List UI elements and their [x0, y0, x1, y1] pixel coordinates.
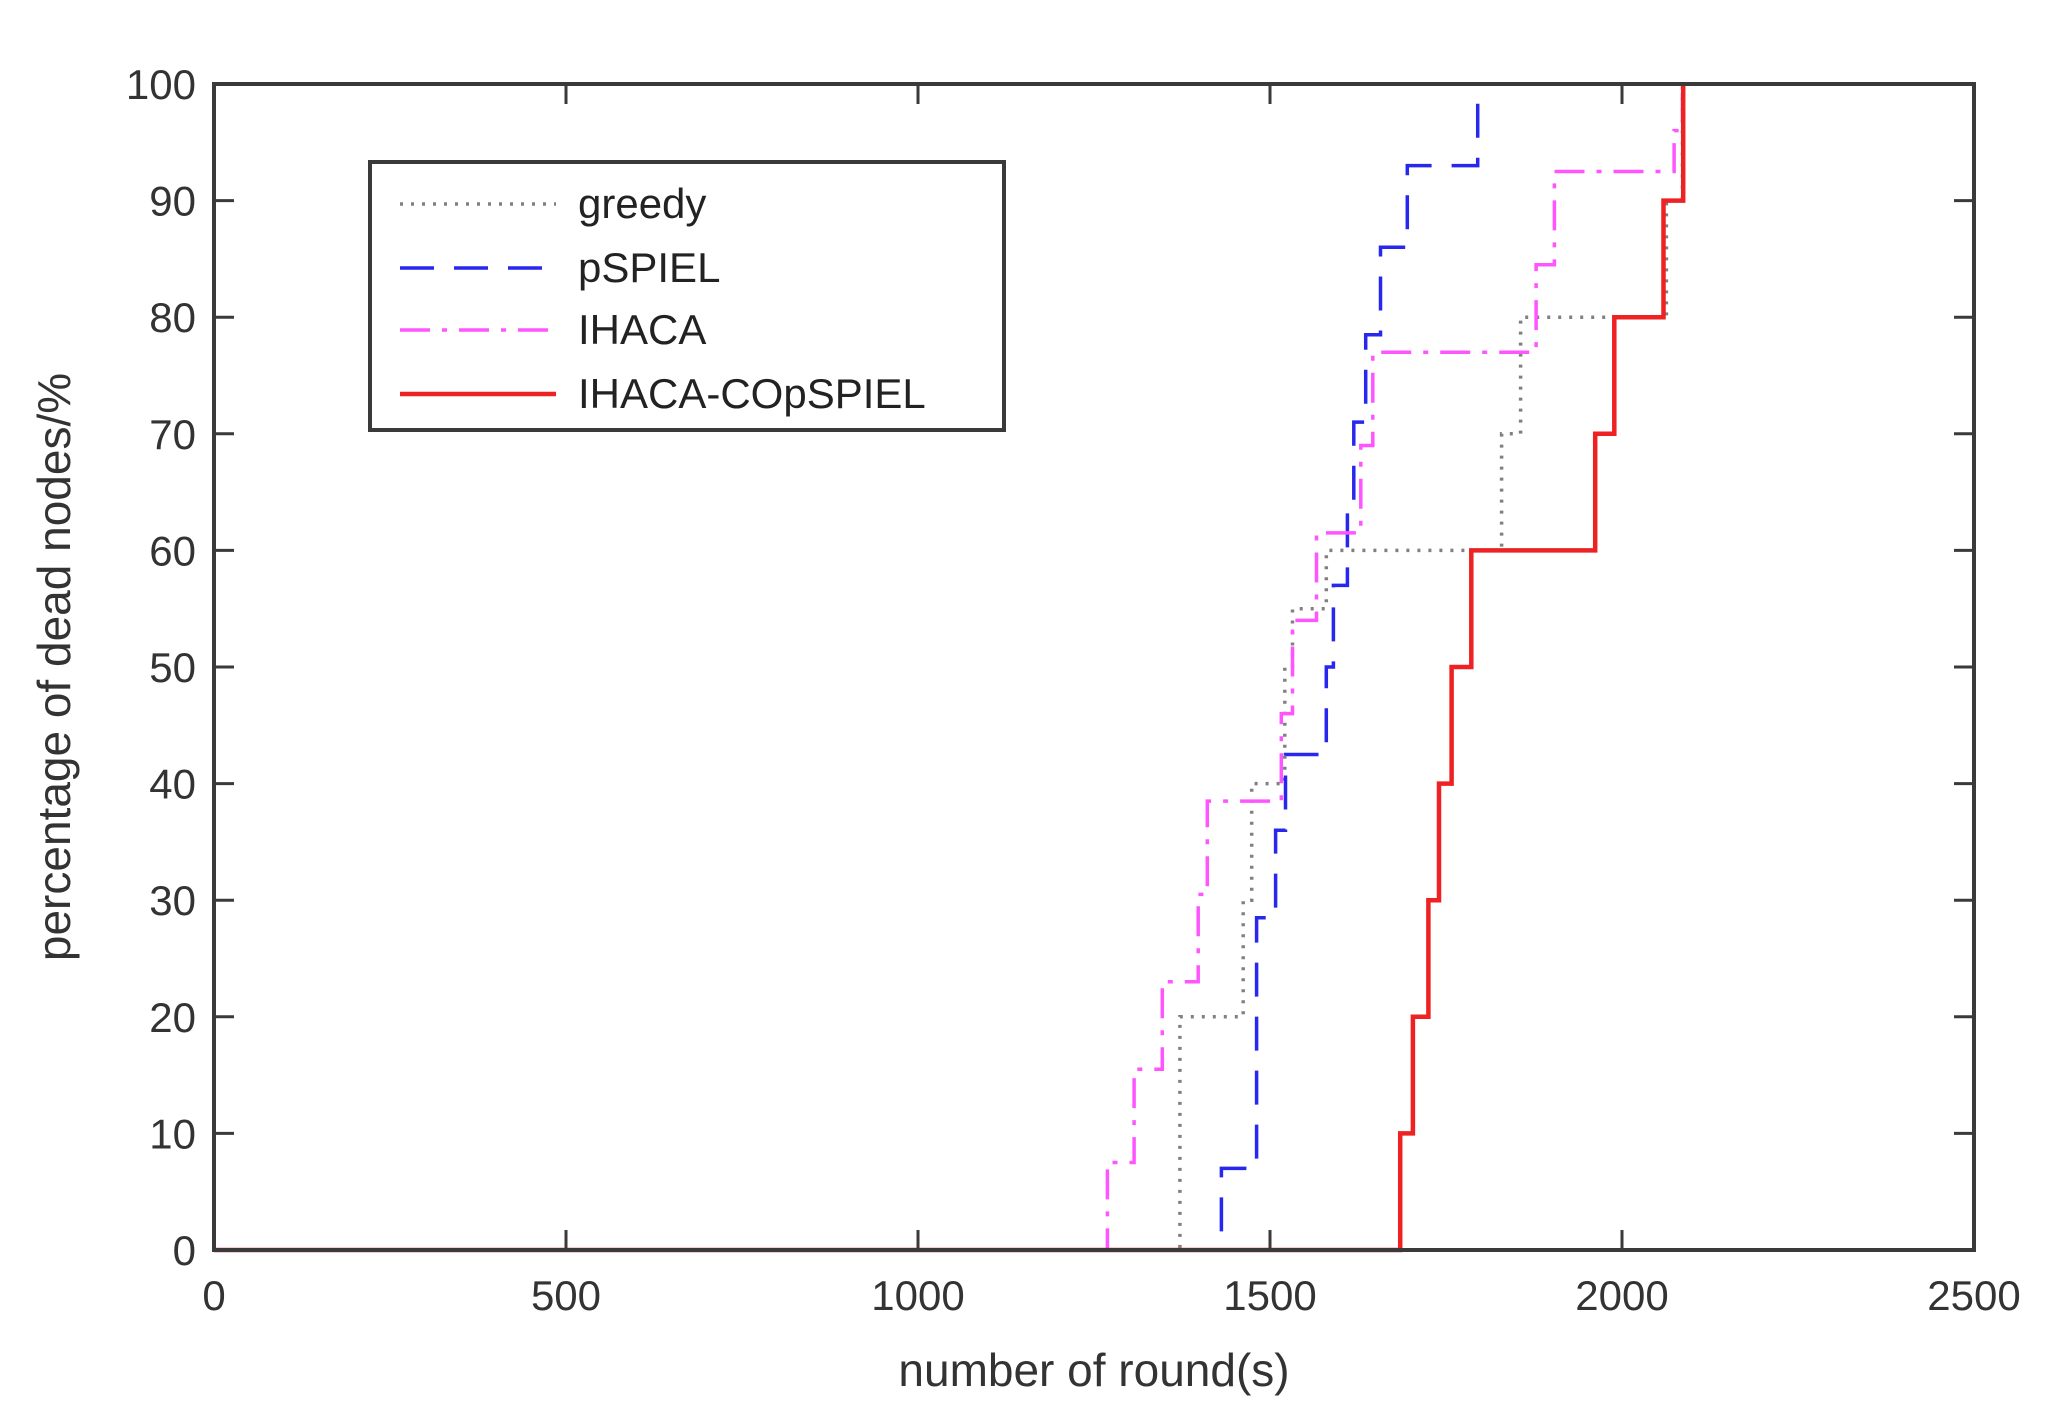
legend: greedy pSPIEL IHACA IHACA-COpSPIEL: [368, 160, 1006, 432]
y-tick-label: 60: [149, 527, 196, 574]
x-tick-label: 0: [202, 1272, 225, 1319]
y-axis-title: percentage of dead nodes/%: [28, 373, 80, 961]
x-tick-label: 500: [531, 1272, 601, 1319]
x-axis-title: number of round(s): [898, 1344, 1289, 1396]
x-tick-label: 2500: [1927, 1272, 2020, 1319]
y-tick-label: 50: [149, 644, 196, 691]
plot-frame: [212, 82, 1976, 1252]
y-tick-labels: 0 10 20 30 40 50 60 70 80 90 100: [126, 61, 196, 1274]
y-tick-label: 90: [149, 178, 196, 225]
x-tick-label: 2000: [1575, 1272, 1668, 1319]
y-tick-label: 20: [149, 994, 196, 1041]
x-tick-labels: 0 500 1000 1500 2000 2500: [202, 1272, 2020, 1319]
legend-label: IHACA-COpSPIEL: [578, 370, 926, 417]
y-tick-label: 0: [173, 1227, 196, 1274]
series-layer: [214, 82, 1686, 1253]
y-tick-label: 100: [126, 61, 196, 108]
series-line-pspiel: [214, 82, 1556, 1252]
series-line-ihaca-copspiel: [214, 84, 1686, 1253]
legend-label: IHACA: [578, 306, 706, 353]
y-tick-label: 70: [149, 411, 196, 458]
x-tick-label: 1000: [871, 1272, 964, 1319]
x-tick-label: 1500: [1223, 1272, 1316, 1319]
y-tick-label: 80: [149, 294, 196, 341]
y-tick-label: 30: [149, 877, 196, 924]
legend-label: greedy: [578, 180, 706, 227]
y-tick-label: 10: [149, 1110, 196, 1157]
series-line-greedy: [214, 84, 1685, 1252]
legend-label: pSPIEL: [578, 244, 720, 291]
y-tick-label: 40: [149, 761, 196, 808]
legend-box: [368, 160, 1006, 432]
